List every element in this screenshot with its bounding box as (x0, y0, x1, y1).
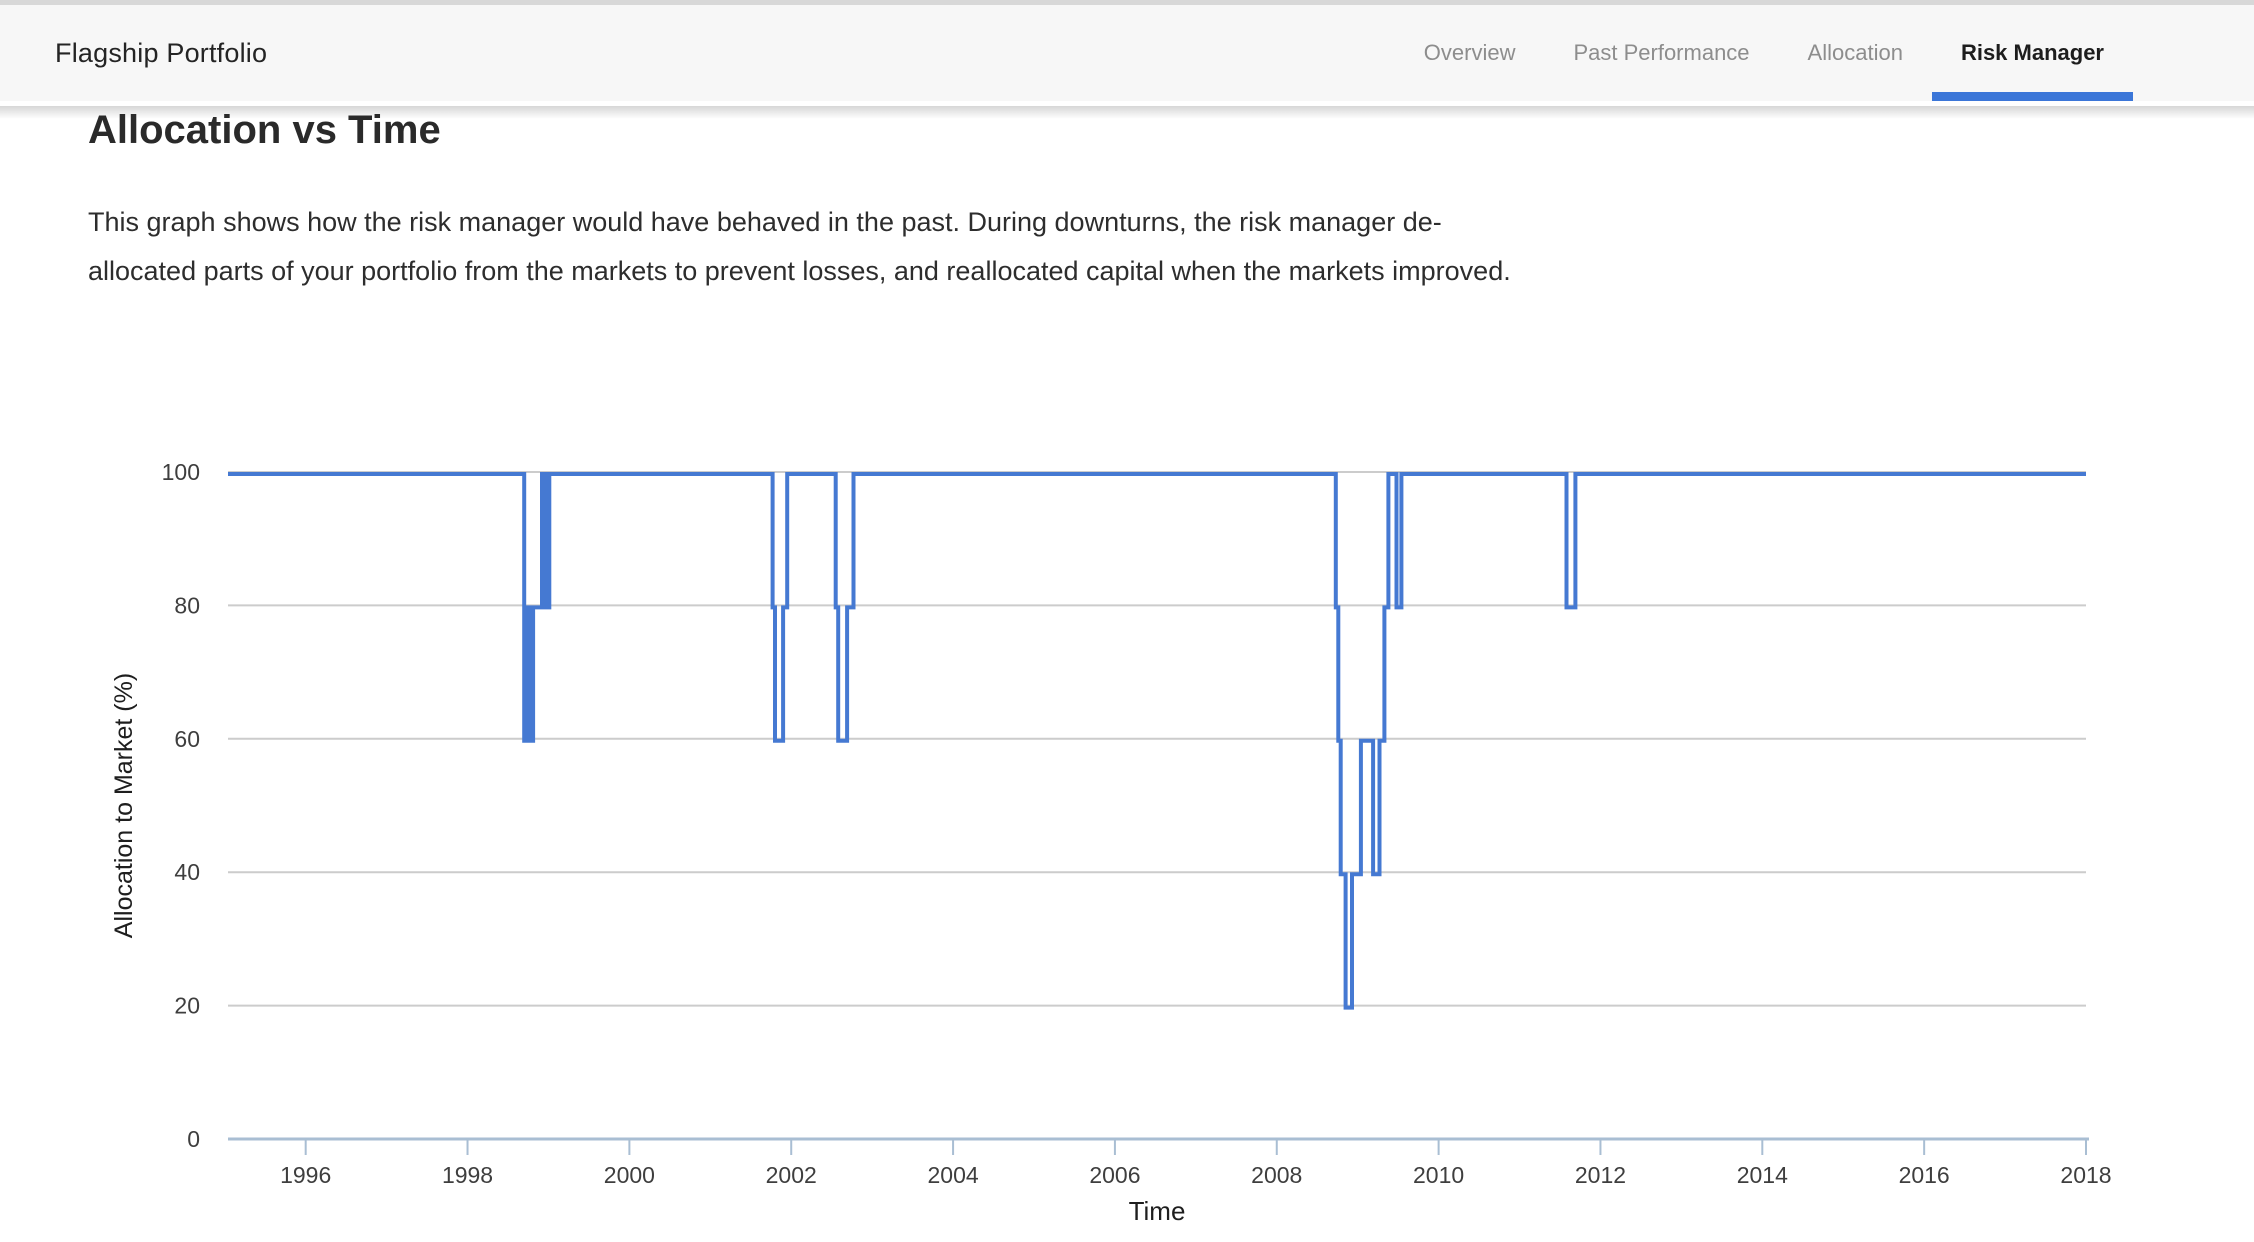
svg-text:2002: 2002 (766, 1162, 817, 1188)
svg-text:2004: 2004 (927, 1162, 978, 1188)
tab-allocation[interactable]: Allocation (1807, 40, 1903, 65)
page-title: Allocation vs Time (88, 108, 441, 152)
svg-text:2014: 2014 (1737, 1162, 1788, 1188)
svg-text:100: 100 (162, 459, 200, 485)
svg-text:20: 20 (174, 993, 200, 1019)
svg-text:1996: 1996 (280, 1162, 331, 1188)
svg-text:2000: 2000 (604, 1162, 655, 1188)
y-axis-title: Allocation to Market (%) (110, 673, 138, 938)
svg-text:2010: 2010 (1413, 1162, 1464, 1188)
svg-text:2018: 2018 (2060, 1162, 2111, 1188)
tab-risk-manager[interactable]: Risk Manager (1931, 5, 2134, 101)
tab-overview[interactable]: Overview (1423, 40, 1516, 65)
portfolio-title: Flagship Portfolio (55, 37, 268, 68)
svg-text:40: 40 (174, 859, 200, 885)
allocation-chart-section: 0 20 40 60 80 100 1996 1998 2000 2002 2004 2006 2008… (0, 440, 2254, 1242)
description-line: This graph shows how the risk manager wo… (88, 207, 1442, 237)
tab-past-performance[interactable]: Past Performance (1573, 40, 1750, 65)
svg-text:1998: 1998 (442, 1162, 493, 1188)
svg-text:2016: 2016 (1899, 1162, 1950, 1188)
svg-text:2008: 2008 (1251, 1162, 1302, 1188)
svg-text:2006: 2006 (1089, 1162, 1140, 1188)
chart-description: This graph shows how the risk manager wo… (88, 198, 1708, 296)
x-axis: 1996 1998 2000 2002 2004 2006 2008 2010 2012 2014… (228, 1137, 2112, 1188)
y-tick-labels: 0 20 40 60 80 100 (162, 459, 200, 1152)
svg-text:60: 60 (174, 726, 200, 752)
x-axis-title: Time (1129, 1196, 1186, 1226)
y-gridlines (228, 471, 2086, 1007)
app-header: Flagship Portfolio Overview Past Performa… (0, 0, 2254, 119)
allocation-vs-time-chart[interactable]: 0 20 40 60 80 100 1996 1998 2000 2002 2004 2006 2008… (0, 440, 2254, 1242)
svg-text:0: 0 (187, 1126, 200, 1152)
description-line: allocated parts of your portfolio from t… (88, 256, 1511, 286)
svg-text:80: 80 (174, 592, 200, 618)
svg-text:2012: 2012 (1575, 1162, 1626, 1188)
allocation-line (228, 472, 2086, 1010)
nav-tabs: Overview Past Performance Allocation Risk M… (1395, 5, 2134, 101)
